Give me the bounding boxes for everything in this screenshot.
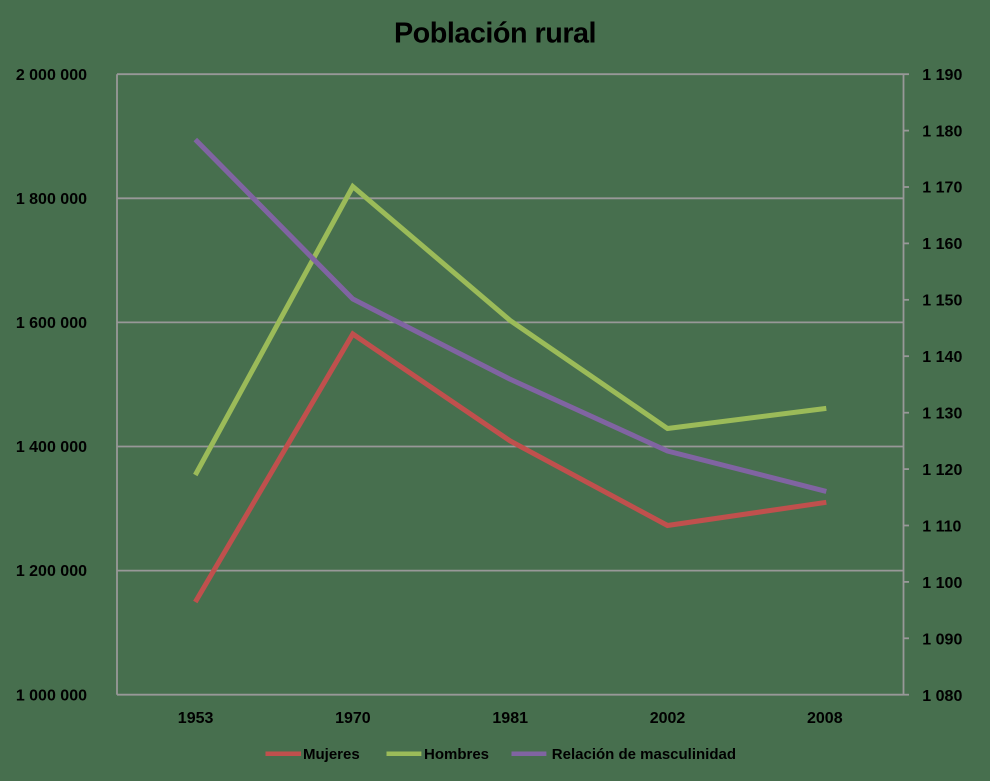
svg-text:1 090: 1 090 xyxy=(922,631,962,648)
svg-text:1 110: 1 110 xyxy=(922,518,961,535)
svg-text:1 000 000: 1 000 000 xyxy=(16,687,87,704)
svg-text:1981: 1981 xyxy=(492,710,528,727)
svg-text:1 080: 1 080 xyxy=(922,688,962,705)
svg-text:1970: 1970 xyxy=(335,710,371,727)
svg-text:1 160: 1 160 xyxy=(922,236,962,253)
svg-text:2 000 000: 2 000 000 xyxy=(16,67,87,84)
svg-text:1 200 000: 1 200 000 xyxy=(16,563,87,580)
svg-text:1 400 000: 1 400 000 xyxy=(16,439,87,456)
svg-text:Mujeres: Mujeres xyxy=(303,746,360,763)
svg-text:1 100: 1 100 xyxy=(922,575,962,592)
svg-text:1953: 1953 xyxy=(178,710,214,727)
svg-text:1 180: 1 180 xyxy=(922,123,962,140)
svg-text:1 600 000: 1 600 000 xyxy=(16,315,87,332)
svg-text:1 800 000: 1 800 000 xyxy=(16,191,87,208)
svg-text:Población rural: Población rural xyxy=(394,18,596,50)
svg-text:1 150: 1 150 xyxy=(922,293,962,310)
svg-text:Relación de masculinidad: Relación de masculinidad xyxy=(552,746,736,763)
svg-text:1 190: 1 190 xyxy=(922,67,962,84)
svg-text:1 170: 1 170 xyxy=(922,180,962,197)
svg-text:2008: 2008 xyxy=(807,710,843,727)
svg-text:Hombres: Hombres xyxy=(424,746,489,763)
svg-text:1 120: 1 120 xyxy=(922,462,962,479)
svg-text:1 130: 1 130 xyxy=(922,406,962,423)
svg-text:1 140: 1 140 xyxy=(922,349,962,366)
svg-text:2002: 2002 xyxy=(650,710,686,727)
